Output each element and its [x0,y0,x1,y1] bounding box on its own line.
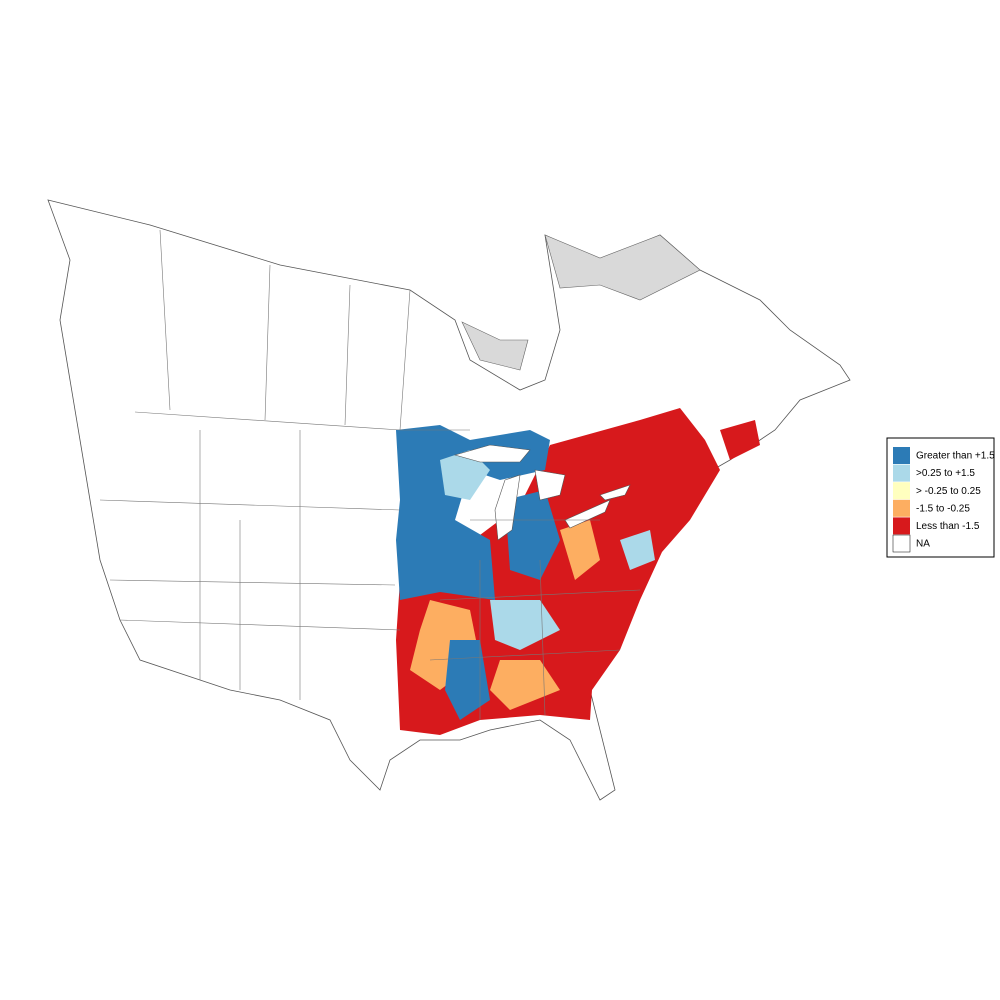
legend-swatch [893,499,910,517]
legend-label: Greater than +1.5 [916,451,995,462]
land [47,199,851,801]
legend-swatch [893,517,910,535]
legend: Greater than +1.5 >0.25 to +1.5 > -0.25 to… [886,437,995,558]
legend-label: Less than -1.5 [916,521,980,532]
legend-swatch [893,447,910,464]
legend-label: NA [916,539,930,550]
legend-label: > -0.25 to 0.25 [916,486,981,497]
boundaries [99,229,641,720]
water [453,444,631,541]
legend-swatch [892,534,911,553]
legend-swatch [893,464,910,482]
abundance-change [396,408,760,735]
legend-label: >0.25 to +1.5 [916,468,975,479]
legend-label: -1.5 to -0.25 [916,503,970,514]
legend-swatch [893,482,910,500]
